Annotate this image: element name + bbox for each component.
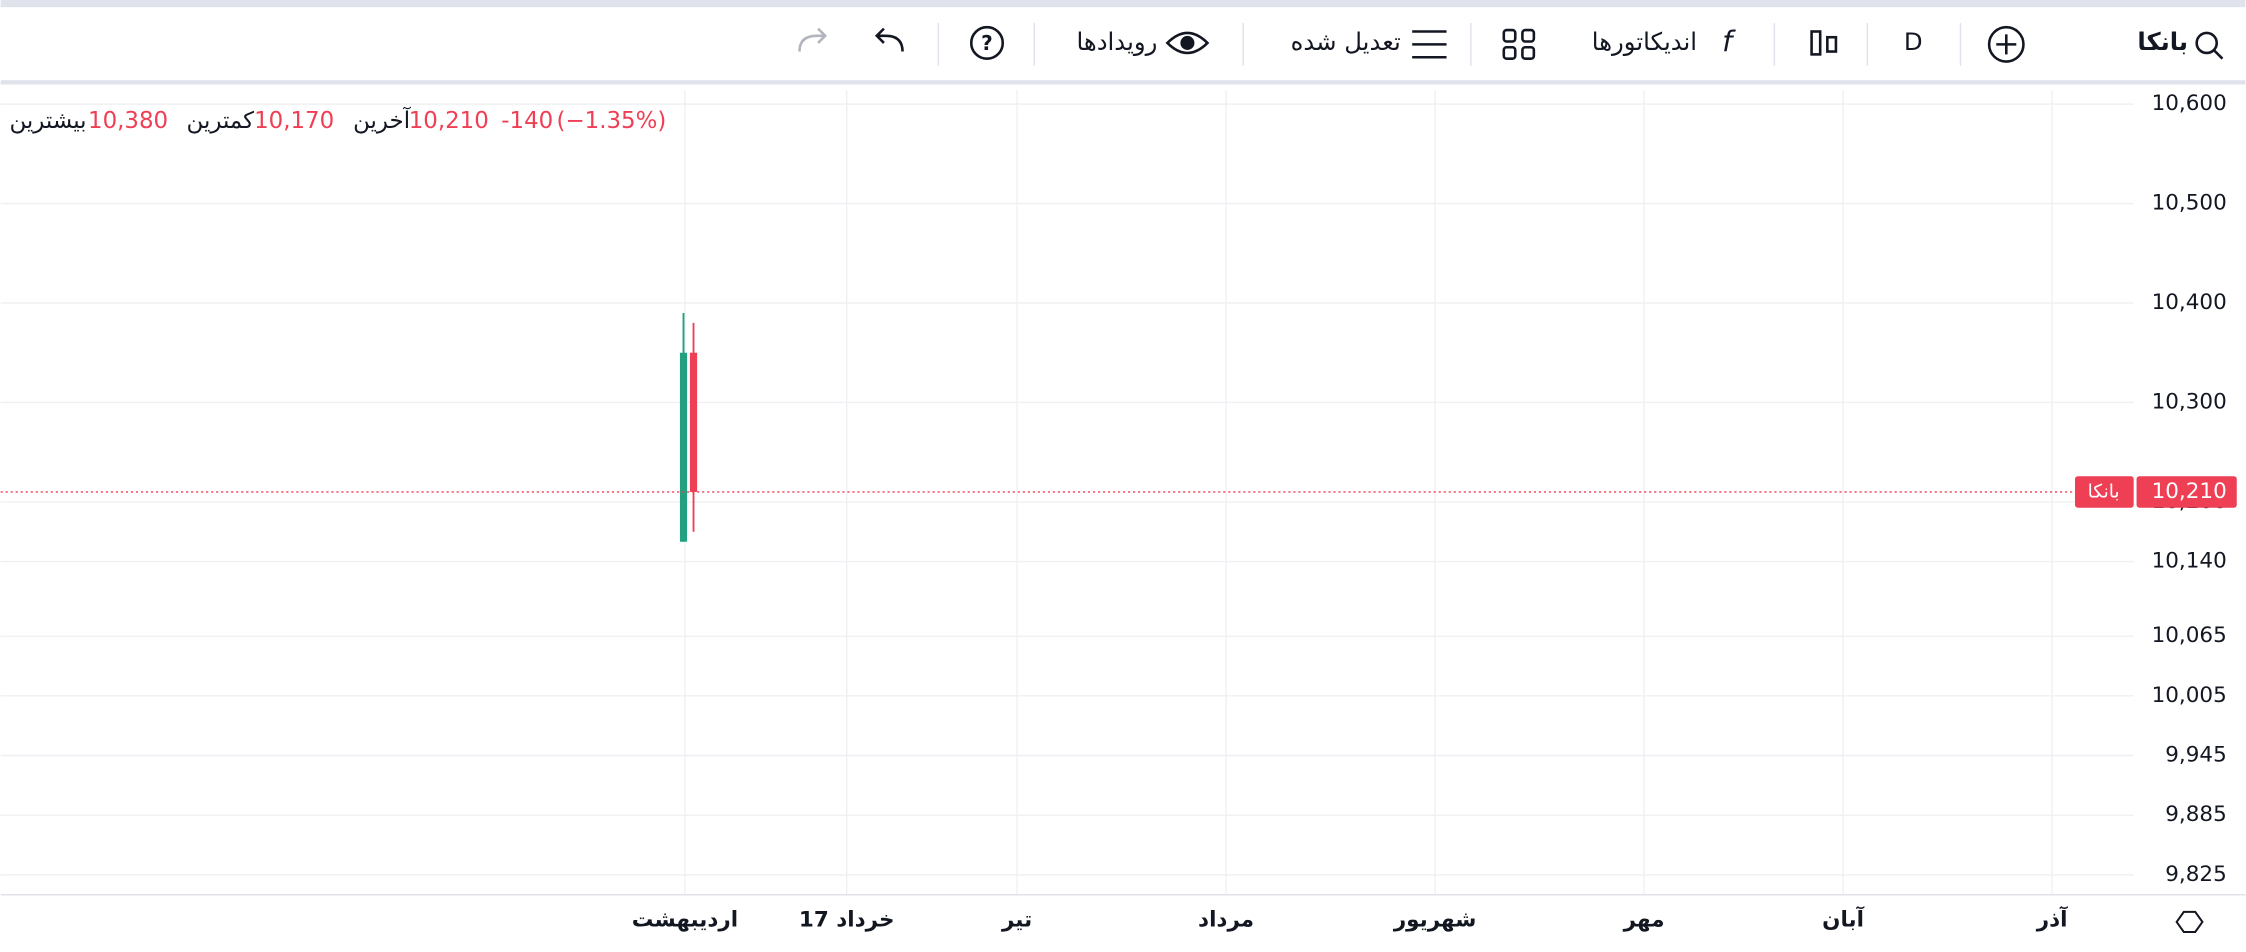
candle-body <box>689 352 698 492</box>
legend-high-label: بیشترین <box>9 108 86 134</box>
add-icon[interactable] <box>1987 25 2025 63</box>
x-axis-label: مرداد <box>1198 908 1254 933</box>
legend-low-label: کمترین <box>187 108 255 134</box>
settings-icon[interactable] <box>2175 910 2204 933</box>
y-tick-label: 10,400 <box>2152 290 2227 315</box>
x-axis-label: آذر <box>2036 906 2068 933</box>
candle-icon[interactable] <box>1810 30 1822 56</box>
layout-icon-2 <box>1521 28 1536 43</box>
toolbar-border <box>0 80 2246 85</box>
legend-change-pct: (−1.35%) <box>557 108 667 134</box>
layout-icon-4 <box>1521 45 1536 60</box>
fx-icon: f <box>1722 24 1736 58</box>
y-tick-label: 10,005 <box>2152 683 2227 708</box>
search-icon[interactable] <box>2195 31 2219 55</box>
x-axis-label: 17 خرداد <box>799 908 895 933</box>
toolbar <box>798 22 2224 66</box>
overlay: اردیبهشت 17 خرداد تیر مرداد شهریور مهر آبان آذر… <box>0 91 2237 933</box>
price-tag <box>2136 476 2237 508</box>
top-strip <box>0 0 2246 8</box>
help-icon[interactable] <box>969 25 1005 60</box>
symbol-tag <box>2075 476 2134 508</box>
events[interactable]: رویدادها <box>1076 27 1157 56</box>
layout-icon-3 <box>1502 45 1517 60</box>
eye-icon[interactable] <box>1165 31 1210 55</box>
y-tick-label: 10,300 <box>2152 389 2227 414</box>
search-icon-handle <box>2212 49 2224 60</box>
eye-pupil <box>1180 35 1195 50</box>
legend-low: 10,170 <box>254 108 334 134</box>
legend-high: 10,380 <box>88 108 168 134</box>
y-tick-label: 10,600 <box>2152 91 2227 116</box>
symbol[interactable]: بانکا <box>2137 27 2188 56</box>
redo-icon[interactable] <box>798 27 828 52</box>
y-tick-label: 9,825 <box>2165 862 2226 887</box>
indicators[interactable]: اندیکاتورها <box>1592 27 1697 56</box>
x-axis-label: آبان <box>1822 906 1864 933</box>
x-axis-label: اردیبهشت <box>632 908 738 933</box>
x-axis-label: تیر <box>1001 908 1032 933</box>
x-axis-label: مهر <box>1623 908 1665 933</box>
layout-icon[interactable] <box>1502 28 1517 43</box>
adjusted[interactable]: تعدیل شده <box>1291 27 1401 56</box>
legend-change: -140 <box>501 108 553 134</box>
help-mark: ? <box>981 31 993 55</box>
legend-last: 10,210 <box>409 108 489 134</box>
interval[interactable]: D <box>1904 27 1923 56</box>
y-tick-label: 9,945 <box>2165 743 2226 768</box>
candle-icon-2 <box>1826 35 1838 53</box>
y-tick-label: 10,500 <box>2152 191 2227 216</box>
candle-body <box>679 352 688 542</box>
y-tick-label: 9,885 <box>2165 802 2226 827</box>
legend-last-label: آخرین <box>353 106 412 134</box>
y-tick-label: 10,065 <box>2152 623 2227 648</box>
last-price-symbol: بانکا <box>2088 481 2120 502</box>
last-price-label: 10,210 <box>2152 479 2227 504</box>
undo-icon[interactable] <box>874 27 904 52</box>
x-axis-label: شهریور <box>1393 908 1477 933</box>
y-tick-label: 10,140 <box>2152 549 2227 574</box>
